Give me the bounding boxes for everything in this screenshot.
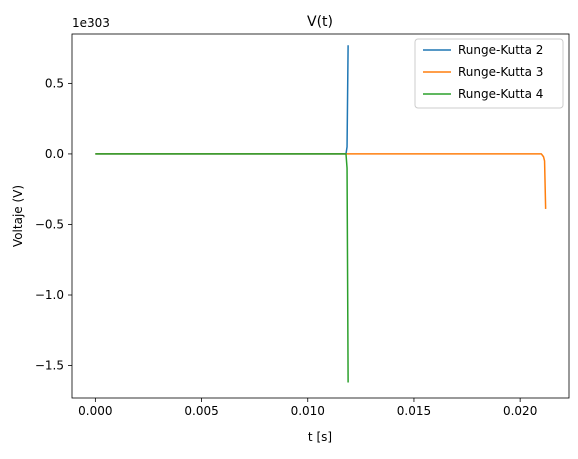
y-tick-label: −1.5 [35,359,64,373]
legend-label-rk3: Runge-Kutta 3 [458,65,543,79]
legend-label-rk4: Runge-Kutta 4 [458,87,543,101]
series-line-3 [95,153,349,383]
x-tick-label: 0.010 [291,404,325,418]
y-tick-label: 0.0 [45,147,64,161]
y-axis-offset-label: 1e303 [72,16,110,30]
y-axis-ticks: −1.5 −1.0 −0.5 0.0 0.5 [35,76,72,373]
x-tick-label: 0.000 [78,404,112,418]
chart-title: V(t) [307,14,333,30]
x-axis-label: t [s] [308,430,332,444]
series-layer [95,45,547,383]
legend-frame [414,38,564,109]
y-tick-label: −0.5 [35,217,64,231]
x-tick-label: 0.015 [397,404,431,418]
legend-label-rk2: Runge-Kutta 2 [458,43,543,57]
y-tick-label: −1.0 [35,288,64,302]
axes-frame [71,33,570,399]
x-tick-label: 0.005 [184,404,218,418]
legend: Runge-Kutta 2 Runge-Kutta 3 Runge-Kutta … [414,38,564,109]
y-axis-label: Voltaje (V) [11,185,25,247]
x-tick-label: 0.020 [503,404,537,418]
series-line-2 [95,153,547,209]
x-axis-ticks: 0.000 0.005 0.010 0.015 0.020 [78,398,537,418]
y-tick-label: 0.5 [45,76,64,90]
